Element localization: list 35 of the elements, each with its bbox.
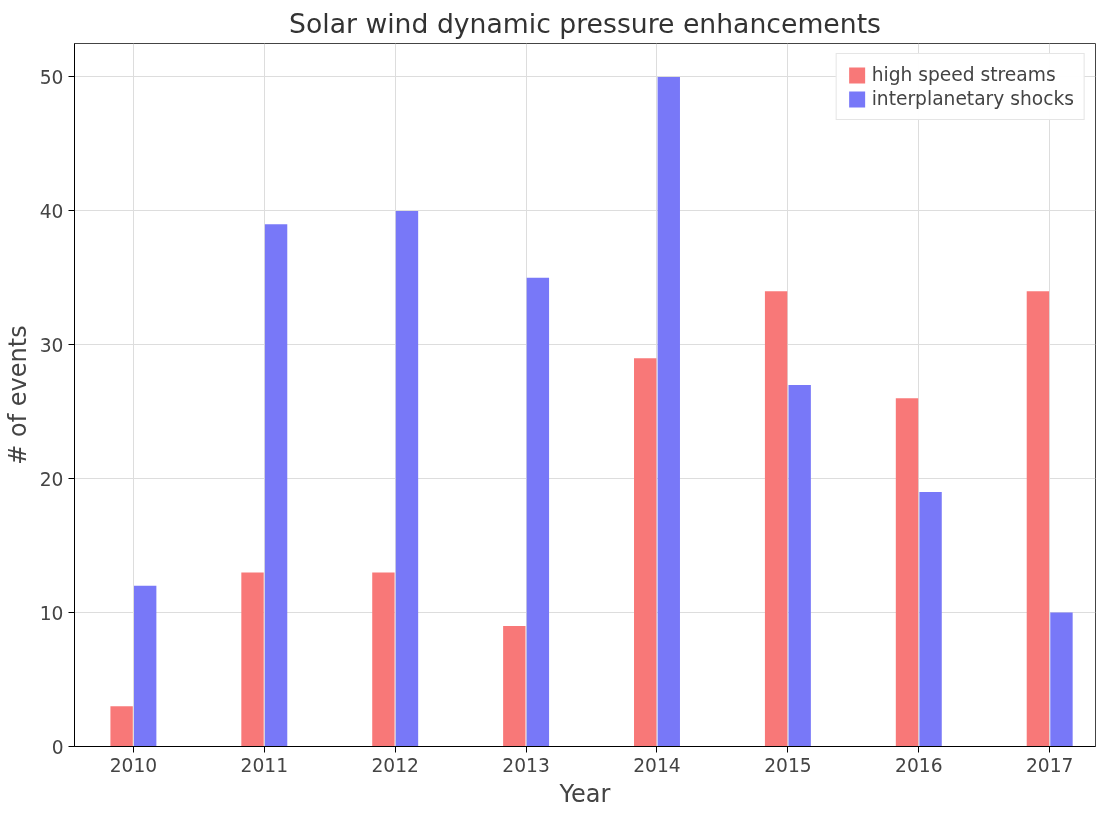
bar	[241, 572, 264, 747]
y-tick-label: 50	[39, 66, 64, 88]
legend-label: interplanetary shocks	[871, 88, 1074, 109]
bar	[895, 398, 919, 747]
bar	[764, 291, 788, 747]
x-tick-label: 2014	[633, 754, 681, 776]
x-tick-label: 2013	[502, 754, 550, 776]
bar	[110, 706, 133, 747]
x-tick-label: 2012	[371, 754, 419, 776]
bar	[1026, 291, 1050, 747]
bar	[503, 625, 526, 747]
y-tick-label: 40	[39, 200, 64, 222]
y-tick-label: 20	[39, 468, 64, 490]
legend-label: high speed streams	[871, 64, 1056, 85]
x-axis-title: Year	[558, 779, 611, 808]
x-tick-label: 2015	[764, 754, 812, 776]
y-tick-label: 0	[51, 736, 64, 758]
bar	[634, 358, 657, 747]
y-tick-label: 10	[39, 602, 64, 624]
chart-title: Solar wind dynamic pressure enhancements	[289, 7, 882, 39]
bar	[133, 585, 157, 747]
bar	[526, 277, 550, 747]
x-tick-label: 2016	[895, 754, 943, 776]
bar	[395, 210, 419, 747]
bar	[919, 492, 942, 747]
x-tick-label: 2010	[109, 754, 158, 776]
y-tick-label: 30	[39, 334, 64, 356]
bar	[372, 572, 395, 747]
bar	[788, 384, 811, 747]
bar	[264, 224, 288, 747]
x-tick-label: 2017	[1025, 754, 1074, 776]
x-tick-label: 2011	[240, 754, 289, 776]
bar	[1050, 612, 1073, 747]
bar	[657, 76, 680, 747]
y-axis-title: # of events	[3, 325, 32, 465]
